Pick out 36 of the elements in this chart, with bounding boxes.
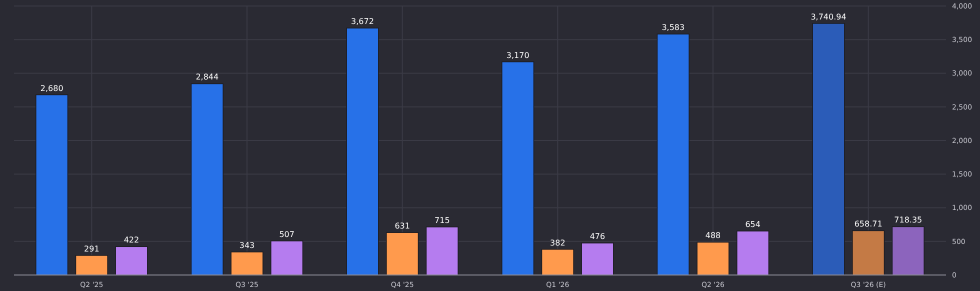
data-label: 343: [239, 240, 255, 250]
data-label: 631: [394, 222, 410, 231]
bar: [190, 83, 224, 276]
data-label: 654: [745, 220, 760, 230]
bar: [386, 232, 419, 276]
data-label: 718.35: [894, 216, 922, 225]
data-label: 658.71: [854, 220, 882, 229]
bar: [36, 94, 68, 276]
bar: [230, 252, 264, 276]
bar: [892, 226, 924, 276]
bar: [581, 242, 614, 276]
bar: [502, 61, 534, 276]
bar: [656, 34, 690, 276]
bar: [541, 248, 574, 276]
data-label: 476: [590, 232, 606, 241]
data-label: 291: [84, 244, 100, 254]
data-label: 3,583: [662, 23, 685, 32]
data-label: 3,672: [351, 17, 374, 26]
bar: [736, 230, 770, 276]
data-label: 382: [550, 238, 566, 248]
bar: [426, 226, 458, 276]
data-label: 488: [705, 231, 721, 240]
data-label: 715: [434, 216, 450, 225]
data-label: 507: [279, 230, 294, 239]
data-label: 3,170: [506, 50, 530, 60]
bar: [696, 242, 730, 276]
bar: [75, 255, 108, 276]
bar: [270, 240, 304, 276]
bar: [115, 246, 148, 276]
bar: [346, 28, 379, 276]
data-label: 422: [124, 236, 140, 245]
bar: [852, 230, 885, 276]
data-label: 3,740.94: [810, 12, 846, 22]
data-label: 2,680: [40, 84, 64, 93]
bar: [812, 23, 845, 276]
data-label: 2,844: [196, 72, 219, 82]
